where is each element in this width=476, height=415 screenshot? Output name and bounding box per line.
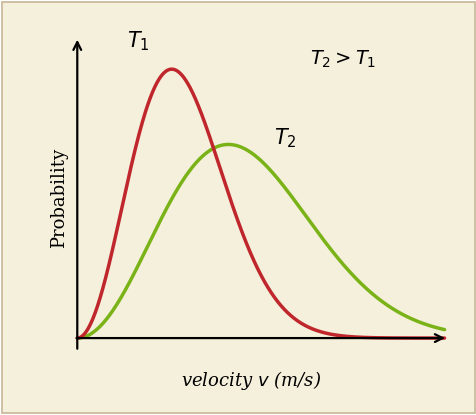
Text: velocity $v$ (m/s): velocity $v$ (m/s) — [180, 369, 320, 392]
Text: $T_2 > T_1$: $T_2 > T_1$ — [309, 49, 375, 70]
Text: $T_2$: $T_2$ — [274, 126, 296, 149]
Text: Probability: Probability — [50, 148, 68, 248]
Text: $T_1$: $T_1$ — [127, 29, 150, 53]
